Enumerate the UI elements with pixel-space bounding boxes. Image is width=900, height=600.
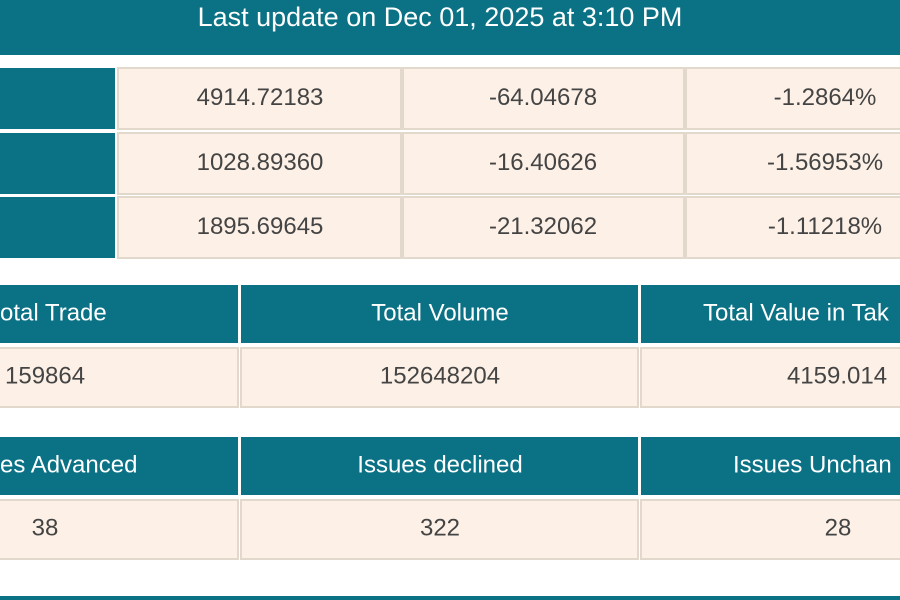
index-value: 1028.89360 <box>197 149 324 176</box>
summary-tables: otal Trade 159864 Total Volume 152648204 Tot… <box>0 285 900 560</box>
index-label-cell <box>0 197 115 258</box>
summary-value: 322 <box>420 514 460 541</box>
cell <box>402 67 685 130</box>
header-cell <box>0 285 238 343</box>
summary-value: 152648204 <box>380 362 500 389</box>
cell <box>685 132 900 195</box>
index-value: 1895.69645 <box>197 213 324 240</box>
cell <box>402 196 685 259</box>
index-table: 4914.72183 -64.04678 -1.2864% 1028.89360 -16… <box>0 67 900 259</box>
header-cell <box>241 437 638 495</box>
column-header: Issues declined <box>357 451 522 478</box>
summary-value: 28 <box>825 514 852 541</box>
cell <box>117 132 402 195</box>
header-cell <box>0 437 238 495</box>
summary-value: 38 <box>32 514 59 541</box>
header-cell <box>241 285 638 343</box>
column-header: es Advanced <box>0 451 137 478</box>
cell <box>640 499 900 560</box>
index-value: -16.40626 <box>489 149 597 176</box>
cell <box>117 196 402 259</box>
cell <box>685 67 900 130</box>
update-title: Last update on Dec 01, 2025 at 3:10 PM <box>198 2 683 32</box>
index-value: -1.56953% <box>767 149 883 176</box>
summary-value: 4159.014 <box>787 362 887 389</box>
cell <box>117 67 402 130</box>
column-header: Issues Unchan <box>733 451 892 478</box>
index-label-cell <box>0 68 115 129</box>
column-header: Total Volume <box>371 299 508 326</box>
index-value: -1.2864% <box>774 84 877 111</box>
index-value: -64.04678 <box>489 84 597 111</box>
cell <box>240 347 639 408</box>
index-label-cell <box>0 133 115 194</box>
cell <box>240 499 639 560</box>
column-header: Total Value in Tak <box>703 299 890 326</box>
cell <box>0 499 239 560</box>
cell <box>640 347 900 408</box>
index-value: -1.11218% <box>768 213 882 240</box>
header-cell <box>641 437 900 495</box>
index-value: 4914.72183 <box>197 84 324 111</box>
summary-value: 159864 <box>5 362 85 389</box>
cell <box>685 196 900 259</box>
cell <box>0 347 239 408</box>
header-cell <box>641 285 900 343</box>
column-header: otal Trade <box>0 299 107 326</box>
index-value: -21.32062 <box>489 213 597 240</box>
header-bar <box>0 0 900 55</box>
bottom-bar <box>0 596 900 600</box>
cell <box>402 132 685 195</box>
